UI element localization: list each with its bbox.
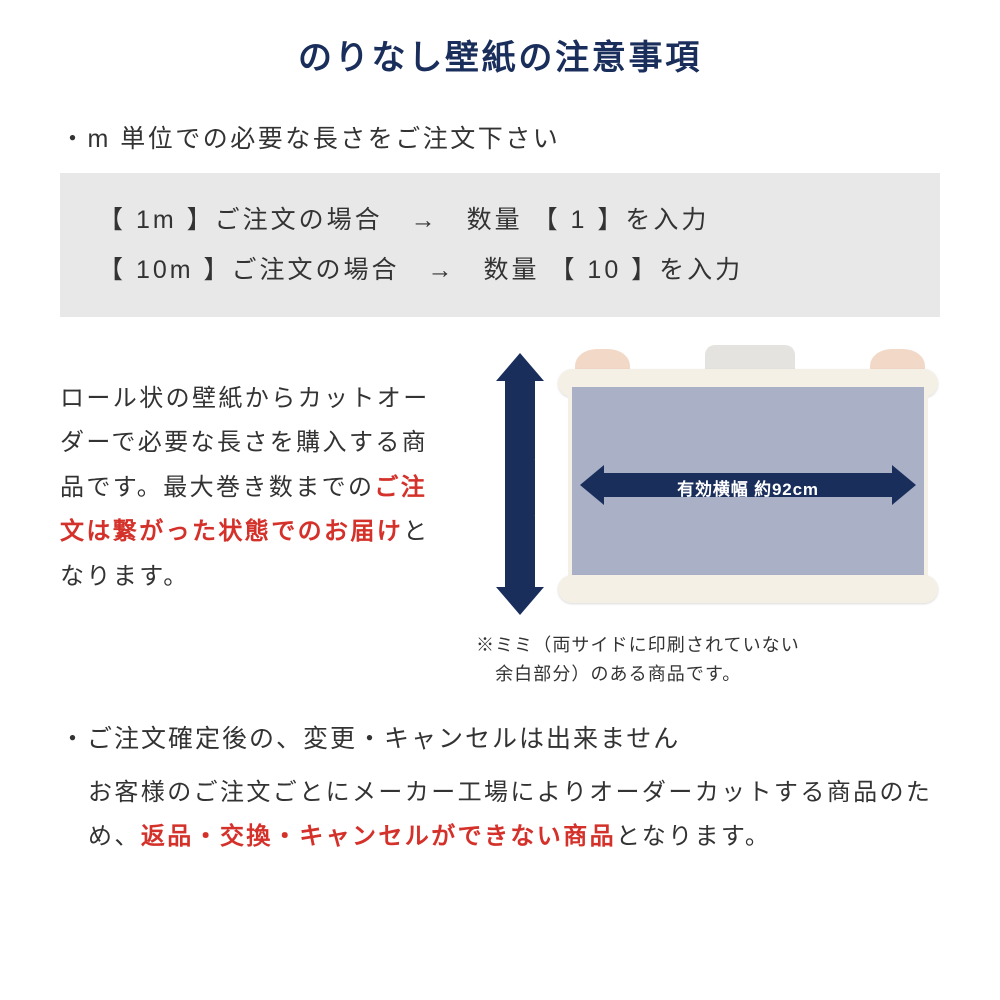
bullet-order-unit: ・m 単位での必要な長さをご注文下さい: [60, 119, 940, 155]
mimi-footnote: ※ミミ（両サイドに印刷されていない 余白部分）のある商品です。: [470, 631, 940, 689]
width-label: 有効横幅 約92cm: [580, 475, 916, 500]
body2-emphasis: 返品・交換・キャンセルができない商品: [141, 823, 616, 850]
bullet-no-cancel: ・ご注文確定後の、変更・キャンセルは出来ません: [60, 719, 940, 755]
order-example-box: 【 1m 】ご注文の場合 → 数量 【 1 】を入力 【 10m 】ご注文の場合…: [60, 173, 940, 317]
example-row-2: 【 10m 】ご注文の場合 → 数量 【 10 】を入力: [98, 245, 902, 295]
length-arrow: 長さ（ｍ単位）: [490, 353, 550, 615]
roll-bottom: [558, 575, 938, 603]
wallpaper-diagram: 有効横幅 約92cm 長さ（ｍ単位）: [470, 347, 940, 617]
page-title: のりなし壁紙の注意事項: [60, 30, 940, 79]
example-row-1: 【 1m 】ご注文の場合 → 数量 【 1 】を入力: [98, 195, 902, 245]
roll-description: ロール状の壁紙からカットオーダーで必要な長さを購入する商品です。最大巻き数までの…: [60, 347, 450, 599]
width-arrow: 有効横幅 約92cm: [580, 465, 916, 505]
length-label: 長さ（ｍ単位）: [490, 413, 550, 528]
body2-text-2: となります。: [616, 823, 771, 850]
no-cancel-body: お客様のご注文ごとにメーカー工場によりオーダーカットする商品のため、返品・交換・…: [60, 771, 940, 860]
